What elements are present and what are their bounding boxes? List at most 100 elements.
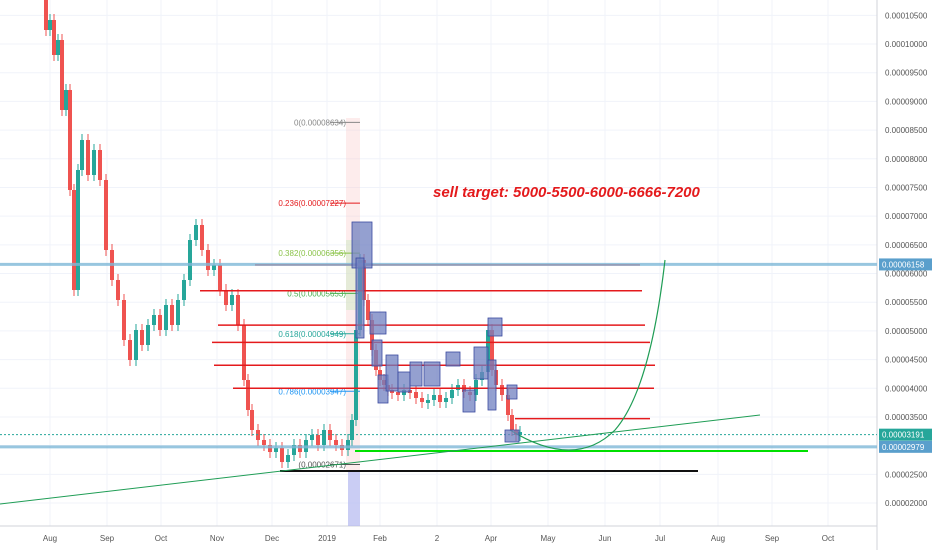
x-tick-label: Sep bbox=[765, 534, 780, 543]
y-tick-label: 0.00006000 bbox=[885, 270, 928, 279]
candle-body bbox=[116, 280, 120, 300]
candle-body bbox=[438, 395, 442, 402]
candle-body bbox=[52, 20, 56, 55]
drawn-box bbox=[462, 389, 476, 413]
candle-body bbox=[510, 415, 514, 430]
drawn-box bbox=[487, 317, 503, 337]
x-tick-label: 2 bbox=[435, 534, 440, 543]
candle-body bbox=[292, 445, 296, 455]
candle-body bbox=[64, 90, 68, 110]
candle-body bbox=[426, 400, 430, 403]
drawn-box bbox=[473, 346, 489, 380]
candle-body bbox=[420, 398, 424, 402]
y-tick-label: 0.00004000 bbox=[885, 384, 928, 393]
candle-body bbox=[182, 280, 186, 300]
x-tick-label: May bbox=[540, 534, 555, 543]
y-tick-label: 0.00006500 bbox=[885, 241, 928, 250]
candle-body bbox=[236, 295, 240, 325]
candle-body bbox=[48, 20, 52, 30]
x-tick-label: 2019 bbox=[318, 534, 336, 543]
fib-level-label: 0.382(0.00006356) bbox=[278, 249, 346, 258]
y-tick-label: 0.00004500 bbox=[885, 356, 928, 365]
x-tick-label: Feb bbox=[373, 534, 387, 543]
price-badge-label: 0.00003191 bbox=[882, 431, 925, 440]
candle-body bbox=[128, 340, 132, 360]
drawn-box bbox=[504, 429, 520, 443]
price-badge bbox=[879, 258, 932, 271]
y-tick-label: 0.00009000 bbox=[885, 97, 928, 106]
candle-body bbox=[104, 180, 108, 250]
candle-body bbox=[98, 150, 102, 180]
candle-body bbox=[68, 90, 72, 190]
candle-body bbox=[450, 390, 454, 398]
time-highlight bbox=[348, 470, 360, 526]
candle-body bbox=[140, 330, 144, 345]
candle-body bbox=[122, 300, 126, 340]
price-badge-label: 0.00006158 bbox=[882, 260, 925, 269]
candle-body bbox=[268, 445, 272, 452]
candle-body bbox=[334, 440, 338, 445]
candle-body bbox=[92, 150, 96, 175]
candle-body bbox=[170, 305, 174, 325]
x-tick-label: Oct bbox=[155, 534, 168, 543]
candle-body bbox=[80, 140, 84, 170]
drawn-box bbox=[409, 361, 423, 387]
trend-line bbox=[0, 414, 761, 505]
y-tick-label: 0.00010000 bbox=[885, 40, 928, 49]
drawn-box bbox=[369, 311, 387, 335]
candle-body bbox=[230, 295, 234, 305]
sell-target-annotation: sell target: 5000-5500-6000-6666-7200 bbox=[433, 184, 701, 201]
projection-curve bbox=[509, 259, 666, 451]
candle-body bbox=[286, 455, 290, 462]
x-tick-label: Jun bbox=[599, 534, 612, 543]
y-tick-label: 0.00008500 bbox=[885, 126, 928, 135]
candle-body bbox=[274, 448, 278, 452]
candle-body bbox=[350, 420, 354, 440]
x-tick-label: Oct bbox=[822, 534, 835, 543]
candle-body bbox=[246, 380, 250, 410]
candle-body bbox=[354, 330, 358, 420]
drawn-box bbox=[423, 361, 441, 387]
candle-body bbox=[158, 315, 162, 330]
drawn-box bbox=[371, 339, 383, 367]
price-badge-label: 0.00002979 bbox=[882, 443, 925, 452]
candle-body bbox=[370, 320, 374, 350]
y-tick-label: 0.00010500 bbox=[885, 11, 928, 20]
candle-body bbox=[490, 330, 494, 370]
price-axis bbox=[877, 0, 932, 550]
fib-level-label: (0.00002671) bbox=[298, 461, 346, 470]
candle-body bbox=[310, 435, 314, 440]
candle-body bbox=[346, 440, 350, 450]
fib-level-label: 0(0.00008634) bbox=[294, 118, 346, 127]
drawn-box bbox=[385, 354, 399, 392]
candle-body bbox=[402, 390, 406, 395]
candle-body bbox=[280, 448, 284, 462]
y-tick-label: 0.00002500 bbox=[885, 470, 928, 479]
candle-body bbox=[44, 0, 48, 30]
drawn-box bbox=[355, 257, 365, 339]
candle-body bbox=[86, 140, 90, 175]
y-tick-label: 0.00005000 bbox=[885, 327, 928, 336]
candle-body bbox=[212, 265, 216, 270]
candle-body bbox=[366, 300, 370, 320]
price-badge bbox=[879, 428, 932, 441]
candle-body bbox=[200, 225, 204, 250]
drawn-box bbox=[445, 351, 461, 367]
candle-body bbox=[242, 325, 246, 380]
fib-level-label: 0.5(0.00005653) bbox=[287, 289, 346, 298]
fib-level-label: 0.618(0.00004949) bbox=[278, 330, 346, 339]
candle-body bbox=[146, 325, 150, 345]
candle-body bbox=[152, 315, 156, 325]
y-tick-label: 0.00007500 bbox=[885, 183, 928, 192]
candle-body bbox=[396, 392, 400, 395]
candle-body bbox=[414, 392, 418, 398]
candle-body bbox=[218, 265, 222, 290]
x-tick-label: Jul bbox=[655, 534, 665, 543]
drawn-box bbox=[487, 359, 497, 411]
x-tick-label: Sep bbox=[100, 534, 115, 543]
x-tick-label: Nov bbox=[210, 534, 224, 543]
price-badge bbox=[879, 440, 932, 453]
fib-level-label: 0.786(0.00003947) bbox=[278, 387, 346, 396]
candle-body bbox=[432, 395, 436, 400]
candle-body bbox=[322, 430, 326, 445]
